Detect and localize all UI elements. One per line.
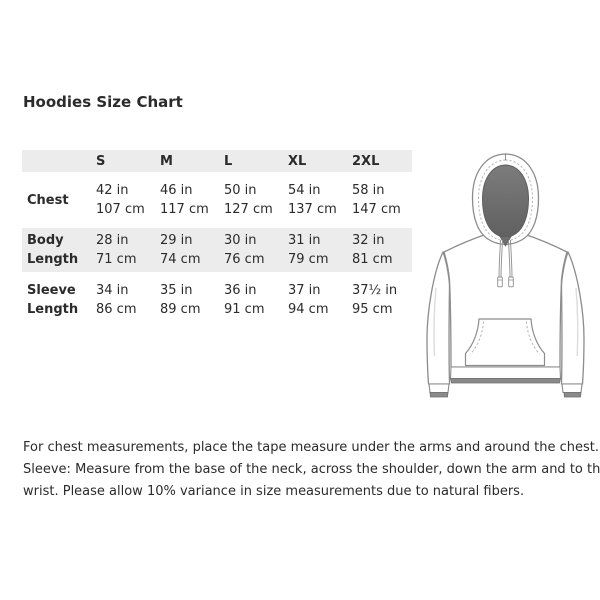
cell-sleeve-s: 34 in 86 cm bbox=[96, 283, 137, 317]
cell-chest-2xl: 58 in 147 cm bbox=[352, 183, 401, 217]
hoodie-left-cuff-trim bbox=[429, 392, 449, 398]
hoodie-left-cuff bbox=[428, 383, 450, 394]
drawstring-left bbox=[498, 239, 504, 279]
drawstring-right bbox=[507, 239, 513, 279]
hood-stitching bbox=[477, 159, 534, 242]
table-row-chest: Chest 42 in 107 cm 46 in 117 cm 50 in 127 c… bbox=[22, 178, 412, 222]
hoodie-line-drawing-svg bbox=[426, 153, 585, 398]
cell-chest-m: 46 in 117 cm bbox=[160, 183, 209, 217]
column-header-2xl: 2XL bbox=[352, 153, 380, 169]
cell-sleeve-xl: 37 in 94 cm bbox=[288, 283, 329, 317]
cell-body-2xl: 32 in 81 cm bbox=[352, 233, 393, 267]
measurement-instructions: For chest measurements, place the tape m… bbox=[23, 437, 600, 503]
hoodie-left-sleeve bbox=[426, 251, 451, 385]
hood-interior bbox=[481, 164, 530, 239]
cell-sleeve-m: 35 in 89 cm bbox=[160, 283, 201, 317]
cell-chest-l: 50 in 127 cm bbox=[224, 183, 273, 217]
hoodie-right-cuff bbox=[561, 383, 583, 394]
cell-body-xl: 31 in 79 cm bbox=[288, 233, 329, 267]
instructions-line-3: wrist. Please allow 10% variance in size… bbox=[23, 484, 525, 499]
cell-body-l: 30 in 76 cm bbox=[224, 233, 265, 267]
page-title: Hoodies Size Chart bbox=[23, 93, 183, 111]
hoodie-illustration bbox=[413, 138, 598, 398]
cell-sleeve-l: 36 in 91 cm bbox=[224, 283, 265, 317]
instructions-line-2: Sleeve: Measure from the base of the nec… bbox=[23, 462, 600, 477]
cell-chest-s: 42 in 107 cm bbox=[96, 183, 145, 217]
cell-chest-xl: 54 in 137 cm bbox=[288, 183, 337, 217]
drawstring-right-aglet bbox=[508, 276, 514, 288]
column-header-s: S bbox=[96, 153, 106, 169]
drawstring-left-aglet bbox=[497, 276, 503, 288]
cell-sleeve-2xl: 37½ in 95 cm bbox=[352, 283, 398, 317]
hoodie-right-cuff-trim bbox=[563, 392, 582, 398]
column-header-m: M bbox=[160, 153, 173, 169]
column-header-l: L bbox=[224, 153, 233, 169]
instructions-line-1: For chest measurements, place the tape m… bbox=[23, 440, 600, 455]
hoodie-pocket bbox=[464, 318, 546, 367]
hoodie-right-sleeve bbox=[560, 251, 585, 385]
column-header-xl: XL bbox=[288, 153, 307, 169]
cell-body-s: 28 in 71 cm bbox=[96, 233, 137, 267]
hoodie-hem-trim bbox=[450, 378, 561, 384]
row-label-chest: Chest bbox=[27, 192, 69, 208]
size-chart-table: S M L XL 2XL Chest 42 in 107 cm 46 in 117 … bbox=[22, 150, 412, 328]
table-row-body-length: Body Length 28 in 71 cm 29 in 74 cm 30 in 7… bbox=[22, 228, 412, 272]
header-spacer-cell bbox=[22, 150, 92, 172]
hoodie-hem-band bbox=[449, 366, 562, 380]
row-label-sleeve-length: Sleeve Length bbox=[27, 283, 79, 317]
row-label-body-length: Body Length bbox=[27, 233, 79, 267]
table-row-sleeve-length: Sleeve Length 34 in 86 cm 35 in 89 cm 36 i… bbox=[22, 278, 412, 322]
table-header-row: S M L XL 2XL bbox=[22, 150, 412, 172]
cell-body-m: 29 in 74 cm bbox=[160, 233, 201, 267]
